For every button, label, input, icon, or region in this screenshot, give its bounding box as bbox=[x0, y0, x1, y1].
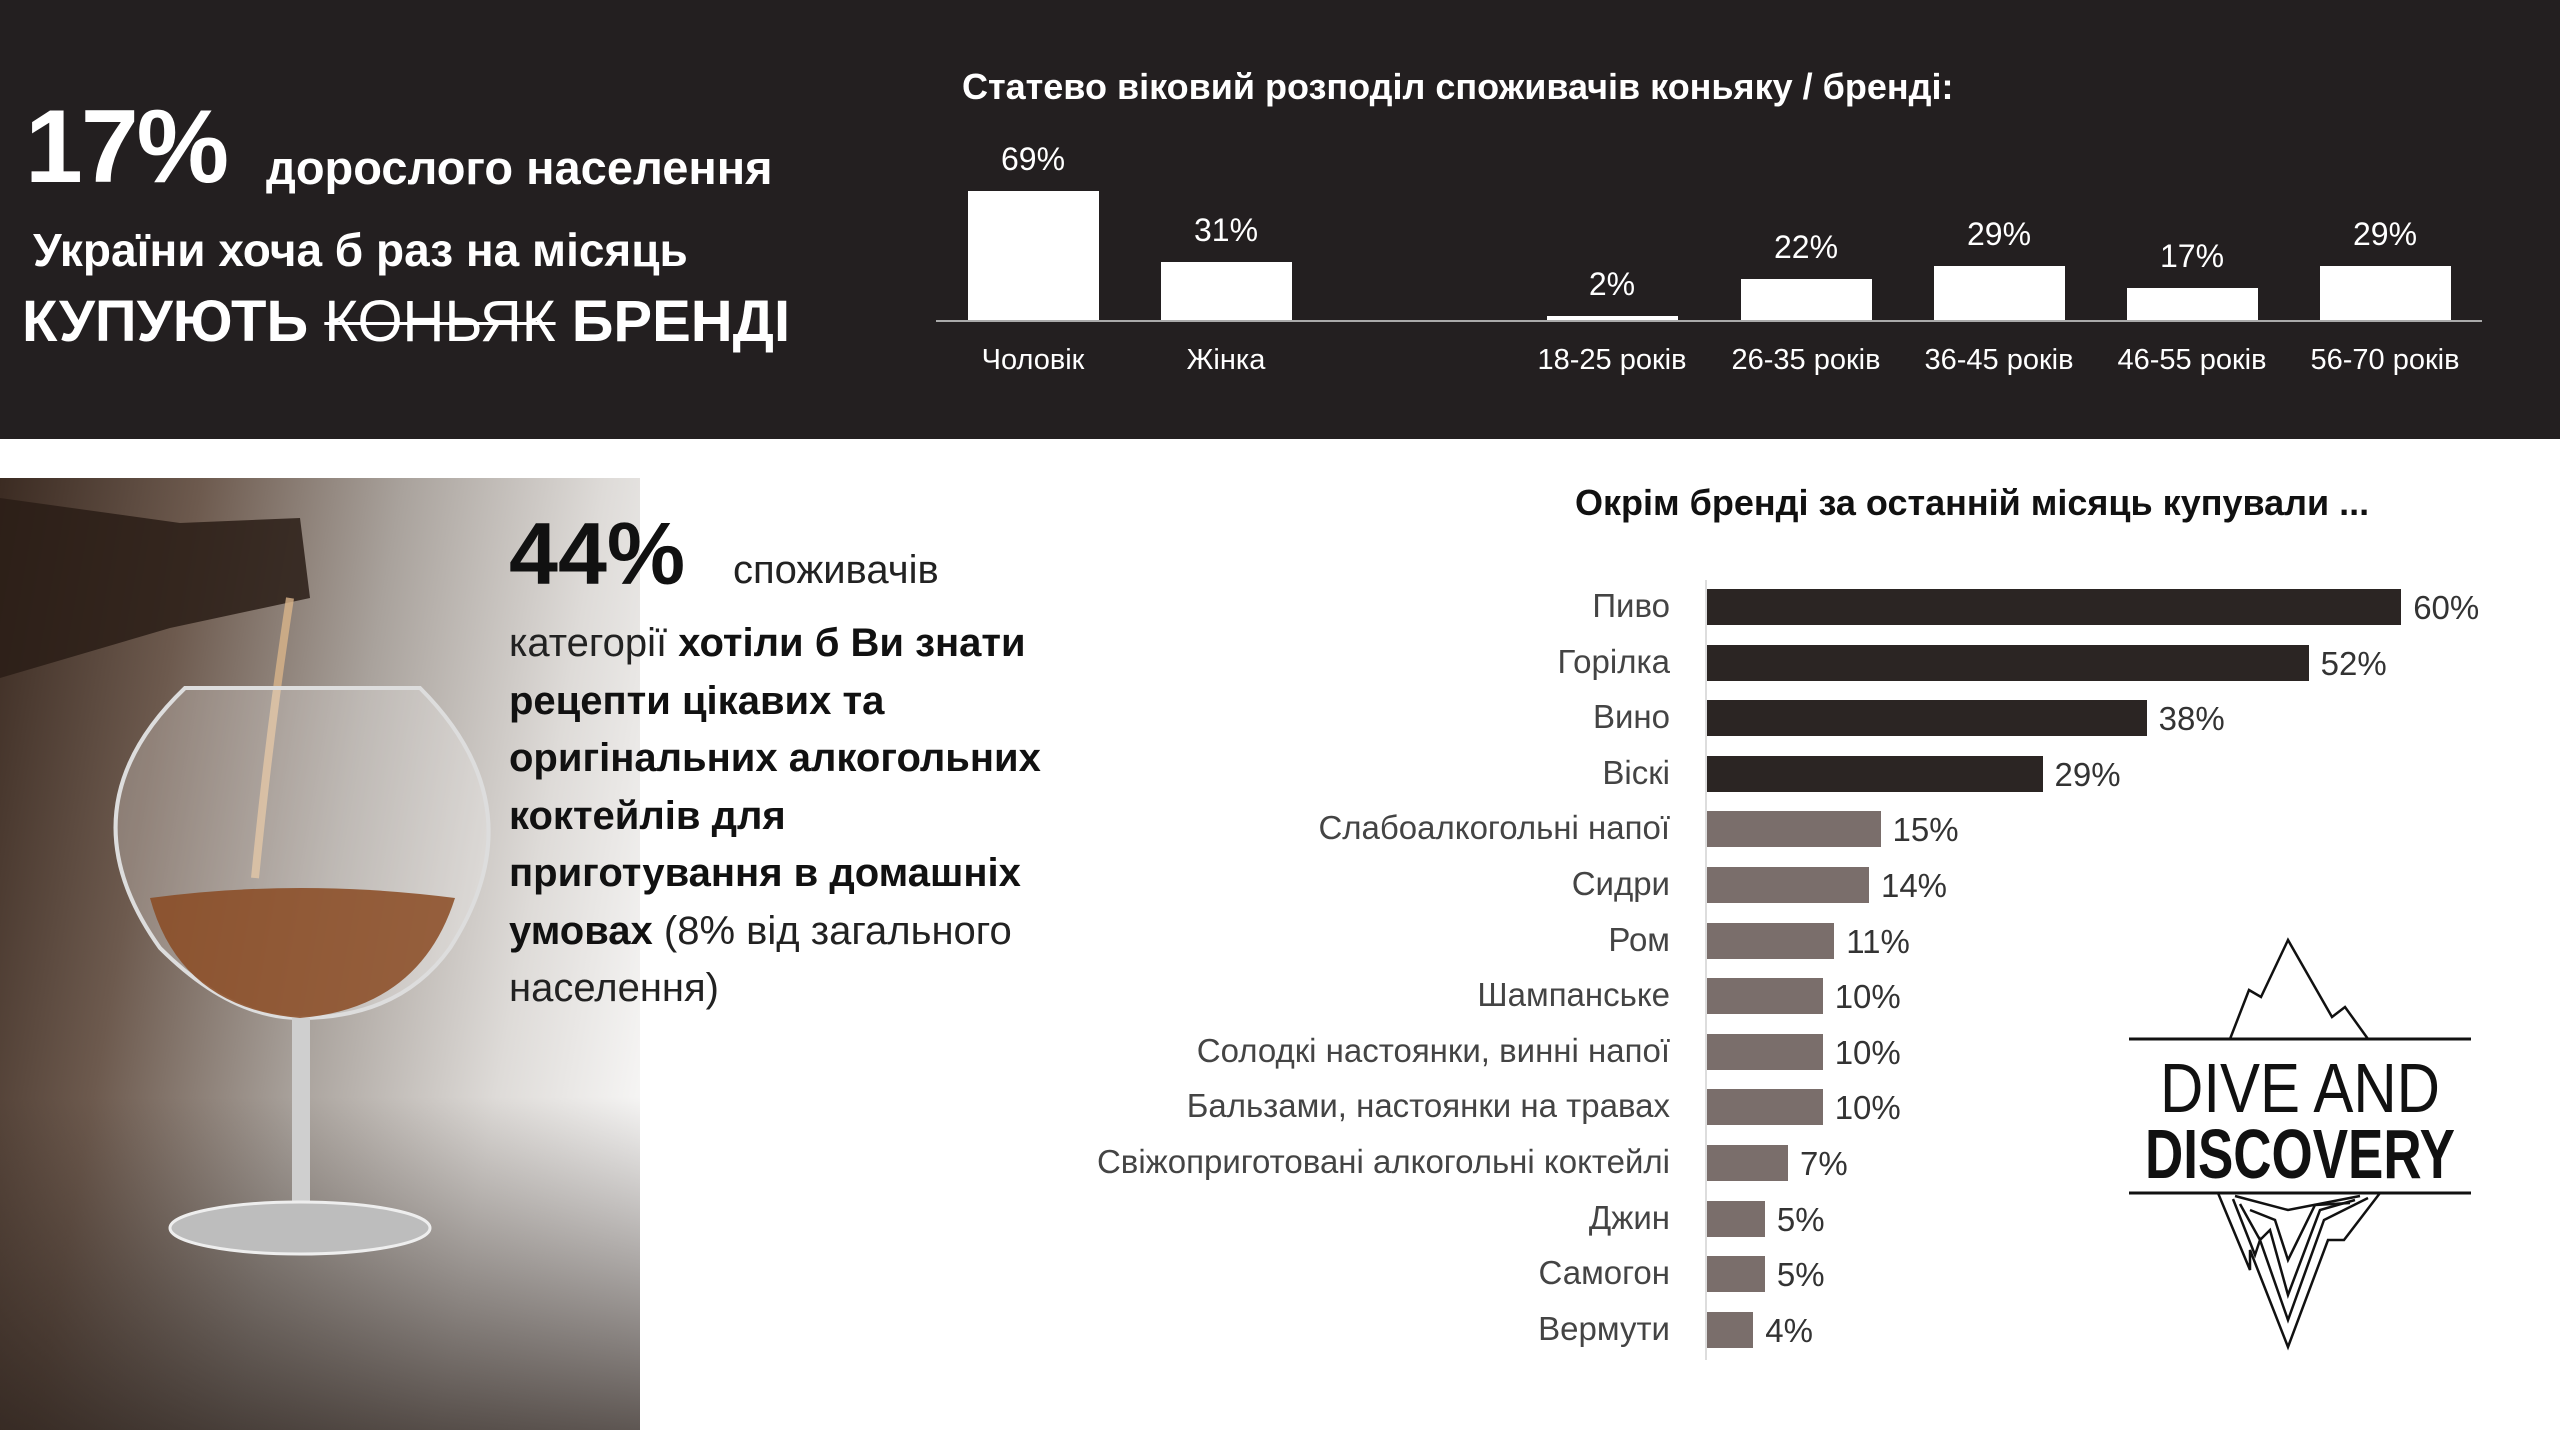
demographics-category-label: Жінка bbox=[1186, 344, 1266, 376]
other-purchases-category-label: Джин bbox=[1588, 1198, 1670, 1236]
demographics-category-label: 36-45 років bbox=[1924, 344, 2074, 376]
other-purchases-value-label: 10% bbox=[1834, 1033, 1901, 1071]
other-purchases-value-label: 7% bbox=[1799, 1145, 1848, 1182]
other-purchases-bar bbox=[1707, 1033, 1823, 1070]
other-purchases-category-label: Вино bbox=[1592, 698, 1670, 736]
other-purchases-bar bbox=[1707, 1089, 1823, 1126]
cognac-glass-photo bbox=[0, 478, 640, 1430]
other-purchases-category-label: Бальзами, настоянки на травах bbox=[1186, 1087, 1670, 1125]
insight-text-bold: хотіли б Ви знати рецепти цікавих та ори… bbox=[509, 621, 1041, 953]
other-purchases-bar bbox=[1707, 700, 2147, 737]
other-purchases-category-label: Пиво bbox=[1592, 587, 1670, 624]
other-purchases-category-label: Свіжоприготовані алкогольні коктейлі bbox=[1096, 1143, 1670, 1180]
top-band: 17% дорослого населення України хоча б р… bbox=[0, 0, 2560, 439]
logo-mark-icon: DIVE AND DISCOVERY bbox=[2129, 937, 2471, 1351]
demographics-bar bbox=[2126, 288, 2258, 320]
other-purchases-category-label: Солодкі настоянки, винні напої bbox=[1196, 1031, 1670, 1069]
other-purchases-bar bbox=[1707, 1311, 1754, 1348]
other-purchases-bar bbox=[1707, 589, 2402, 625]
other-purchases-category-label: Самогон bbox=[1538, 1254, 1670, 1292]
other-purchases-value-label: 14% bbox=[1880, 867, 1948, 904]
headline-line1: дорослого населення bbox=[266, 141, 773, 194]
demographics-category-label: 26-35 років bbox=[1731, 344, 1881, 376]
other-purchases-axis-line bbox=[1705, 580, 1707, 1360]
headline-buy: КУПУЮТЬ bbox=[22, 289, 309, 354]
demographics-category-label: Чоловік bbox=[981, 344, 1085, 376]
other-purchases-value-label: 29% bbox=[2054, 755, 2121, 793]
other-purchases-value-label: 52% bbox=[2320, 644, 2387, 682]
demographics-bar bbox=[1933, 265, 2065, 320]
demographics-value-label: 17% bbox=[2159, 238, 2225, 275]
other-purchases-bar bbox=[1707, 867, 1869, 903]
other-purchases-category-label: Вермути bbox=[1538, 1309, 1670, 1347]
logo-line1: DIVE AND bbox=[2160, 1049, 2440, 1127]
insight-text-plain-1: категорії bbox=[509, 621, 679, 665]
glass-illustration bbox=[0, 498, 491, 1256]
other-purchases-category-label: Слабоалкогольні напої bbox=[1318, 809, 1670, 847]
insight-text-plain-2: (8% від загального населення) bbox=[509, 908, 1012, 1011]
demographics-value-label: 29% bbox=[1966, 215, 2032, 252]
other-purchases-value-label: 4% bbox=[1765, 1311, 1813, 1349]
other-purchases-bar bbox=[1707, 811, 1881, 848]
demographics-value-label: 69% bbox=[1000, 140, 1066, 177]
demographics-category-label: 56-70 років bbox=[2310, 344, 2460, 376]
other-purchases-category-label: Сидри bbox=[1571, 865, 1670, 902]
demographics-chart-title: Статево віковий розподіл споживачів конь… bbox=[962, 66, 1954, 107]
demographics-value-label: 29% bbox=[2352, 215, 2418, 252]
other-purchases-category-label: Віскі bbox=[1602, 753, 1670, 791]
other-purchases-bar bbox=[1707, 1200, 1765, 1237]
headline-line2: України хоча б раз на місяць bbox=[33, 224, 688, 276]
headline-struck-word: КОНЬЯК bbox=[324, 289, 556, 354]
dive-and-discovery-logo: DIVE AND DISCOVERY bbox=[2100, 920, 2500, 1360]
other-purchases-bar bbox=[1707, 1256, 1765, 1293]
insight-text: категорії хотіли б Ви знати рецепти ціка… bbox=[509, 615, 1069, 1018]
other-purchases-value-label: 15% bbox=[1892, 811, 1959, 849]
other-purchases-category-label: Горілка bbox=[1557, 642, 1670, 680]
demographics-axis-line bbox=[936, 320, 2482, 322]
other-purchases-value-label: 5% bbox=[1776, 1256, 1825, 1294]
other-purchases-value-label: 38% bbox=[2158, 700, 2225, 738]
headline-brandy: БРЕНДІ bbox=[571, 289, 791, 354]
other-purchases-value-label: 10% bbox=[1834, 978, 1901, 1016]
logo-line2: DISCOVERY bbox=[2145, 1115, 2455, 1193]
other-purchases-bar bbox=[1707, 755, 2043, 792]
demographics-bar bbox=[2319, 265, 2451, 320]
other-purchases-category-label: Шампанське bbox=[1477, 976, 1670, 1014]
headline-percent: 17% bbox=[25, 89, 229, 205]
demographics-bar bbox=[1546, 316, 1678, 320]
insight-percent: 44% bbox=[509, 504, 686, 603]
demographics-bar bbox=[1740, 278, 1872, 320]
other-purchases-value-label: 5% bbox=[1776, 1200, 1825, 1238]
demographics-bar bbox=[1160, 262, 1292, 320]
other-purchases-bar bbox=[1707, 978, 1823, 1015]
headline-line3: КУПУЮТЬ КОНЬЯК БРЕНДІ bbox=[22, 288, 790, 355]
demographics-category-label: 18-25 років bbox=[1537, 344, 1687, 376]
demographics-category-label: 46-55 років bbox=[2117, 344, 2267, 376]
other-purchases-value-label: 11% bbox=[1846, 922, 1910, 960]
other-purchases-chart-title: Окрім бренді за останній місяць купували… bbox=[1575, 482, 2370, 523]
insight-word: споживачів bbox=[733, 548, 939, 592]
other-purchases-bar bbox=[1707, 644, 2309, 681]
other-purchases-category-label: Ром bbox=[1608, 920, 1670, 958]
other-purchases-value-label: 10% bbox=[1834, 1089, 1901, 1127]
demographics-value-label: 2% bbox=[1588, 266, 1636, 303]
demographics-value-label: 22% bbox=[1773, 228, 1839, 265]
demographics-value-label: 31% bbox=[1193, 212, 1259, 249]
other-purchases-bar bbox=[1707, 922, 1835, 959]
other-purchases-value-label: 60% bbox=[2413, 589, 2480, 626]
demographics-bar bbox=[967, 190, 1099, 320]
other-purchases-bar bbox=[1707, 1145, 1788, 1181]
